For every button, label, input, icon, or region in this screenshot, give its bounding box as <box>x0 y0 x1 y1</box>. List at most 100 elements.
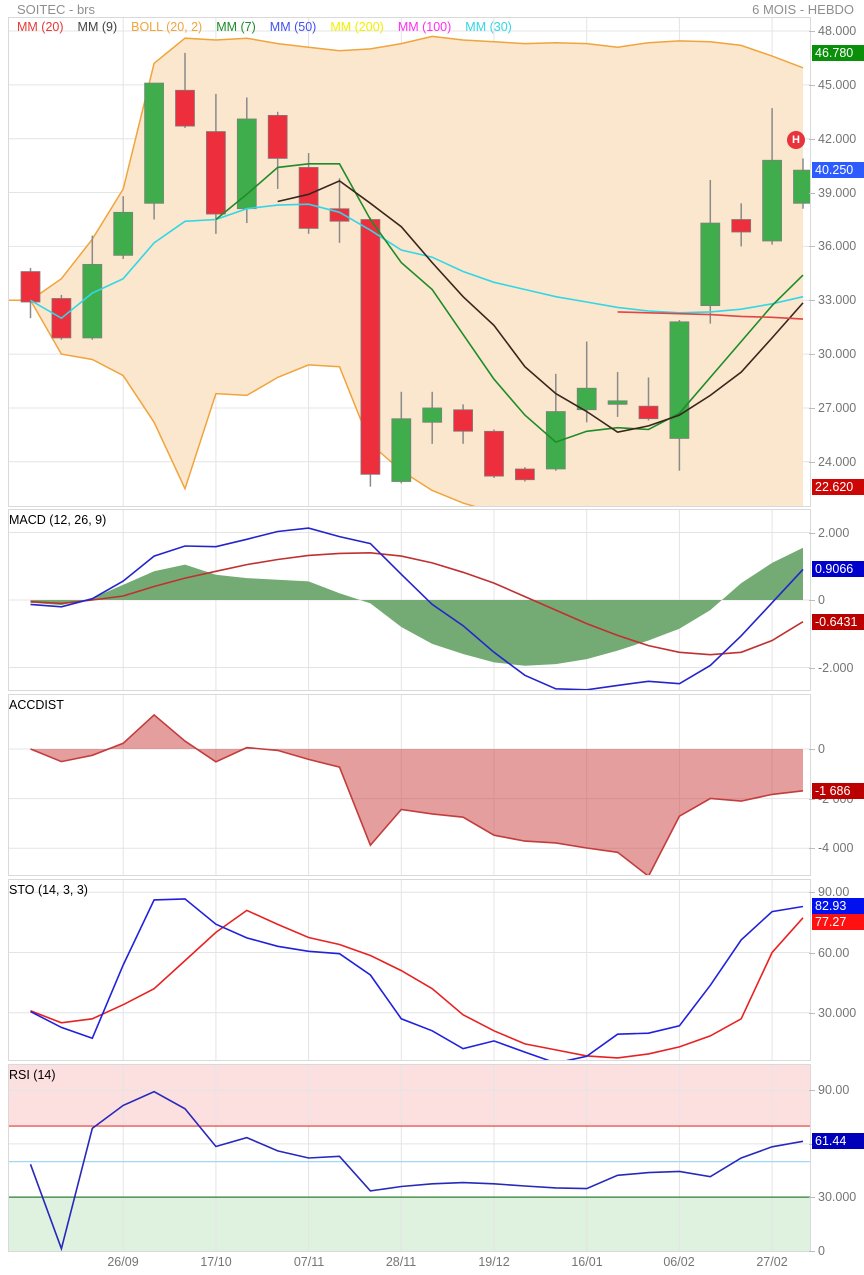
legend-item-mm-100[interactable]: MM (100) <box>397 20 452 34</box>
price-axis-label: 24.000 <box>818 455 857 469</box>
date-label: 06/02 <box>663 1255 695 1269</box>
date-label: 17/10 <box>200 1255 232 1269</box>
candle-down[interactable] <box>298 167 319 229</box>
indicator-legend: MM (20) MM (9) BOLL (20, 2) MM (7) MM (50) MM… <box>9 19 512 35</box>
rsi-overbought-zone <box>9 1065 810 1127</box>
rsi-chart[interactable] <box>9 1065 810 1251</box>
sto-chart[interactable] <box>9 880 810 1060</box>
sto-panel <box>8 879 811 1061</box>
price-tick-mark <box>809 246 815 247</box>
sto-axis-label: 60.00 <box>818 946 850 960</box>
rsi-oversold-zone <box>9 1197 810 1251</box>
candle-up[interactable] <box>82 263 103 339</box>
rsi-value-badge: 61.44 <box>812 1133 864 1149</box>
price-axis-label: 45.000 <box>818 78 857 92</box>
date-label: 16/01 <box>571 1255 603 1269</box>
candle-up[interactable] <box>607 400 628 405</box>
price-tick-mark <box>809 31 815 32</box>
accdist-chart[interactable] <box>9 695 810 875</box>
legend-item-mm-30[interactable]: MM (30) <box>465 20 512 34</box>
candle-up[interactable] <box>793 169 811 204</box>
accdist-area <box>30 714 803 875</box>
macd-panel <box>8 509 811 691</box>
sto-k-line <box>30 898 804 1060</box>
price-panel: MM (20) MM (9) BOLL (20, 2) MM (7) MM (50) MM… <box>8 17 811 507</box>
date-label: 27/02 <box>756 1255 788 1269</box>
macd-line <box>30 527 804 690</box>
macd-chart[interactable] <box>9 510 810 690</box>
candle-down[interactable] <box>484 430 504 477</box>
rsi-axis-label: 30.000 <box>818 1190 857 1204</box>
accdist-value-badge: -1 686 <box>812 783 864 799</box>
price-axis-label: 30.000 <box>818 347 857 361</box>
rsi-tick-mark <box>809 1251 815 1252</box>
legend-item-mm-200[interactable]: MM (200) <box>330 20 384 34</box>
candle-up[interactable] <box>669 321 690 439</box>
candle-down[interactable] <box>267 114 288 159</box>
accdist-line <box>30 713 804 875</box>
candle-up[interactable] <box>700 222 721 307</box>
candle-down[interactable] <box>453 409 473 432</box>
legend-item-mm-20[interactable]: MM (20) <box>17 20 64 34</box>
candle-down[interactable] <box>175 89 195 127</box>
candle-up[interactable] <box>422 407 443 423</box>
candle-down[interactable] <box>206 131 226 215</box>
price-tick-mark <box>809 354 815 355</box>
legend-item-mm-7[interactable]: MM (7) <box>216 20 256 34</box>
legend-item-mm-50[interactable]: MM (50) <box>269 20 317 34</box>
price-tick-mark <box>809 462 815 463</box>
rsi-tick-mark <box>809 1090 815 1091</box>
price-axis-label: 27.000 <box>818 401 857 415</box>
macd-tick-mark <box>809 600 815 601</box>
rsi-axis-label: 90.00 <box>818 1083 850 1097</box>
sto-axis-label: 90.00 <box>818 885 850 899</box>
price-tick-mark <box>809 139 815 140</box>
period-label: 6 MOIS - HEBDO <box>752 2 854 17</box>
rsi-panel-label: RSI (14) <box>9 1068 56 1082</box>
sto-value-badge: 77.27 <box>812 914 864 930</box>
macd-histogram <box>30 547 803 666</box>
price-value-badge: 46.780 <box>812 45 864 61</box>
date-label: 07/11 <box>293 1255 325 1269</box>
macd-value-badge: 0.9066 <box>812 561 864 577</box>
accdist-tick-mark <box>809 799 815 800</box>
sto-axis-label: 30.000 <box>818 1006 857 1020</box>
candle-up[interactable] <box>545 411 566 470</box>
price-axis-label: 42.000 <box>818 132 857 146</box>
mm9-line <box>277 179 804 434</box>
accdist-tick-mark <box>809 749 815 750</box>
legend-item-mm-9[interactable]: MM (9) <box>77 20 118 34</box>
accdist-panel <box>8 694 811 876</box>
candle-down[interactable] <box>515 468 535 481</box>
macd-tick-mark <box>809 533 815 534</box>
event-marker-h-icon[interactable]: H <box>787 131 805 149</box>
candle-up[interactable] <box>144 82 164 204</box>
price-chart[interactable] <box>9 18 810 506</box>
candle-up[interactable] <box>391 418 412 482</box>
legend-item-boll-20-2[interactable]: BOLL (20, 2) <box>131 20 203 34</box>
macd-value-badge: -0.6431 <box>812 614 864 630</box>
price-axis-label: 39.000 <box>818 186 857 200</box>
price-tick-mark <box>809 300 815 301</box>
mm20-line <box>617 311 804 320</box>
accdist-tick-mark <box>809 848 815 849</box>
price-axis-label: 33.000 <box>818 293 857 307</box>
accdist-axis-label: 0 <box>818 742 825 756</box>
price-tick-mark <box>809 408 815 409</box>
candle-up[interactable] <box>762 159 782 242</box>
price-value-badge: 22.620 <box>812 479 864 495</box>
candle-down[interactable] <box>360 219 381 475</box>
candle-down[interactable] <box>638 405 659 420</box>
sto-d-line <box>30 909 804 1059</box>
rsi-axis-label: 0 <box>818 1244 825 1258</box>
candle-up[interactable] <box>576 387 597 411</box>
date-label: 19/12 <box>478 1255 510 1269</box>
candle-down[interactable] <box>731 219 752 233</box>
candle-up[interactable] <box>113 211 134 256</box>
candle-down[interactable] <box>20 271 41 303</box>
rsi-line <box>29 1090 804 1251</box>
macd-axis-label: 0 <box>818 593 825 607</box>
macd-signal-line <box>30 551 804 656</box>
date-label: 28/11 <box>385 1255 417 1269</box>
